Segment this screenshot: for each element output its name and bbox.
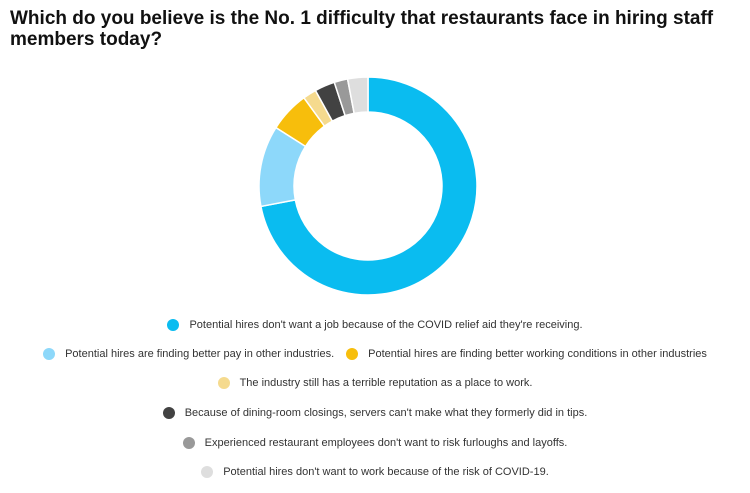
legend-label: Potential hires are finding better worki… xyxy=(368,348,707,360)
legend-item-covid-risk[interactable]: Potential hires don't want to work becau… xyxy=(201,466,549,478)
legend-row-1: Potential hires don't want a job because… xyxy=(0,315,750,335)
legend-item-better-conditions[interactable]: Potential hires are finding better worki… xyxy=(346,348,707,360)
legend-label: The industry still has a terrible reputa… xyxy=(239,377,533,389)
donut-slice-0[interactable] xyxy=(260,76,478,296)
legend-item-terrible-reputation[interactable]: The industry still has a terrible reputa… xyxy=(217,377,533,389)
legend-swatch xyxy=(201,466,214,478)
legend-row-3: The industry still has a terrible reputa… xyxy=(0,373,750,393)
legend-label: Potential hires don't want to work becau… xyxy=(223,466,549,478)
legend-label: Potential hires don't want a job because… xyxy=(189,319,583,331)
legend-item-dining-room-closings[interactable]: Because of dining-room closings, servers… xyxy=(162,407,588,419)
legend-swatch xyxy=(217,377,230,389)
legend-swatch xyxy=(182,437,195,449)
legend-swatch xyxy=(167,319,180,331)
legend-row-2: Potential hires are finding better pay i… xyxy=(0,344,750,364)
legend-row-4: Because of dining-room closings, servers… xyxy=(0,403,750,423)
legend-swatch xyxy=(43,348,56,360)
legend-label: Experienced restaurant employees don't w… xyxy=(204,437,568,449)
legend-swatch xyxy=(162,407,175,419)
donut-slice-6[interactable] xyxy=(346,76,369,115)
legend-row-6: Potential hires don't want to work becau… xyxy=(0,462,750,482)
legend-label: Because of dining-room closings, servers… xyxy=(184,407,588,419)
legend-item-covid-relief-aid[interactable]: Potential hires don't want a job because… xyxy=(167,319,583,331)
legend-item-better-pay[interactable]: Potential hires are finding better pay i… xyxy=(43,348,334,360)
legend-swatch xyxy=(346,348,359,360)
legend-item-furloughs-layoffs[interactable]: Experienced restaurant employees don't w… xyxy=(182,437,568,449)
legend-label: Potential hires are finding better pay i… xyxy=(65,348,335,360)
legend-row-5: Experienced restaurant employees don't w… xyxy=(0,433,750,453)
chart-title: Which do you believe is the No. 1 diffic… xyxy=(10,8,714,50)
